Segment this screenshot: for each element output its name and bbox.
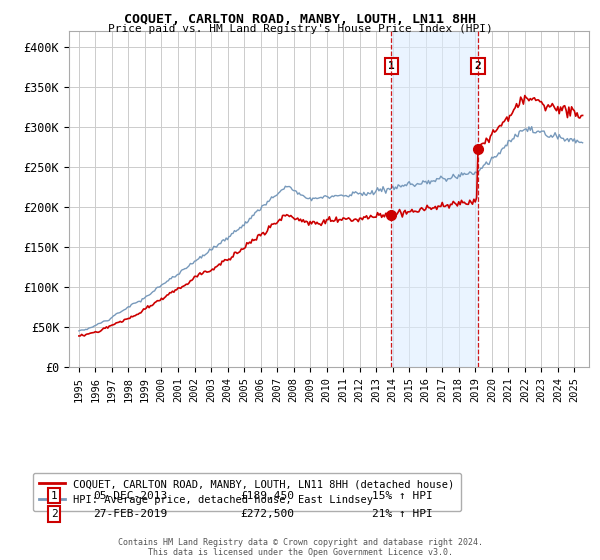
Text: £189,450: £189,450	[240, 491, 294, 501]
Text: COQUET, CARLTON ROAD, MANBY, LOUTH, LN11 8HH: COQUET, CARLTON ROAD, MANBY, LOUTH, LN11…	[124, 13, 476, 26]
Text: 05-DEC-2013: 05-DEC-2013	[93, 491, 167, 501]
Text: 1: 1	[388, 61, 395, 71]
Text: 1: 1	[50, 491, 58, 501]
Text: 21% ↑ HPI: 21% ↑ HPI	[372, 509, 433, 519]
Legend: COQUET, CARLTON ROAD, MANBY, LOUTH, LN11 8HH (detached house), HPI: Average pric: COQUET, CARLTON ROAD, MANBY, LOUTH, LN11…	[32, 473, 461, 511]
Text: £272,500: £272,500	[240, 509, 294, 519]
Text: 2: 2	[475, 61, 481, 71]
Text: 27-FEB-2019: 27-FEB-2019	[93, 509, 167, 519]
Text: Price paid vs. HM Land Registry's House Price Index (HPI): Price paid vs. HM Land Registry's House …	[107, 24, 493, 34]
Text: Contains HM Land Registry data © Crown copyright and database right 2024.
This d: Contains HM Land Registry data © Crown c…	[118, 538, 482, 557]
Text: 2: 2	[50, 509, 58, 519]
Text: 15% ↑ HPI: 15% ↑ HPI	[372, 491, 433, 501]
